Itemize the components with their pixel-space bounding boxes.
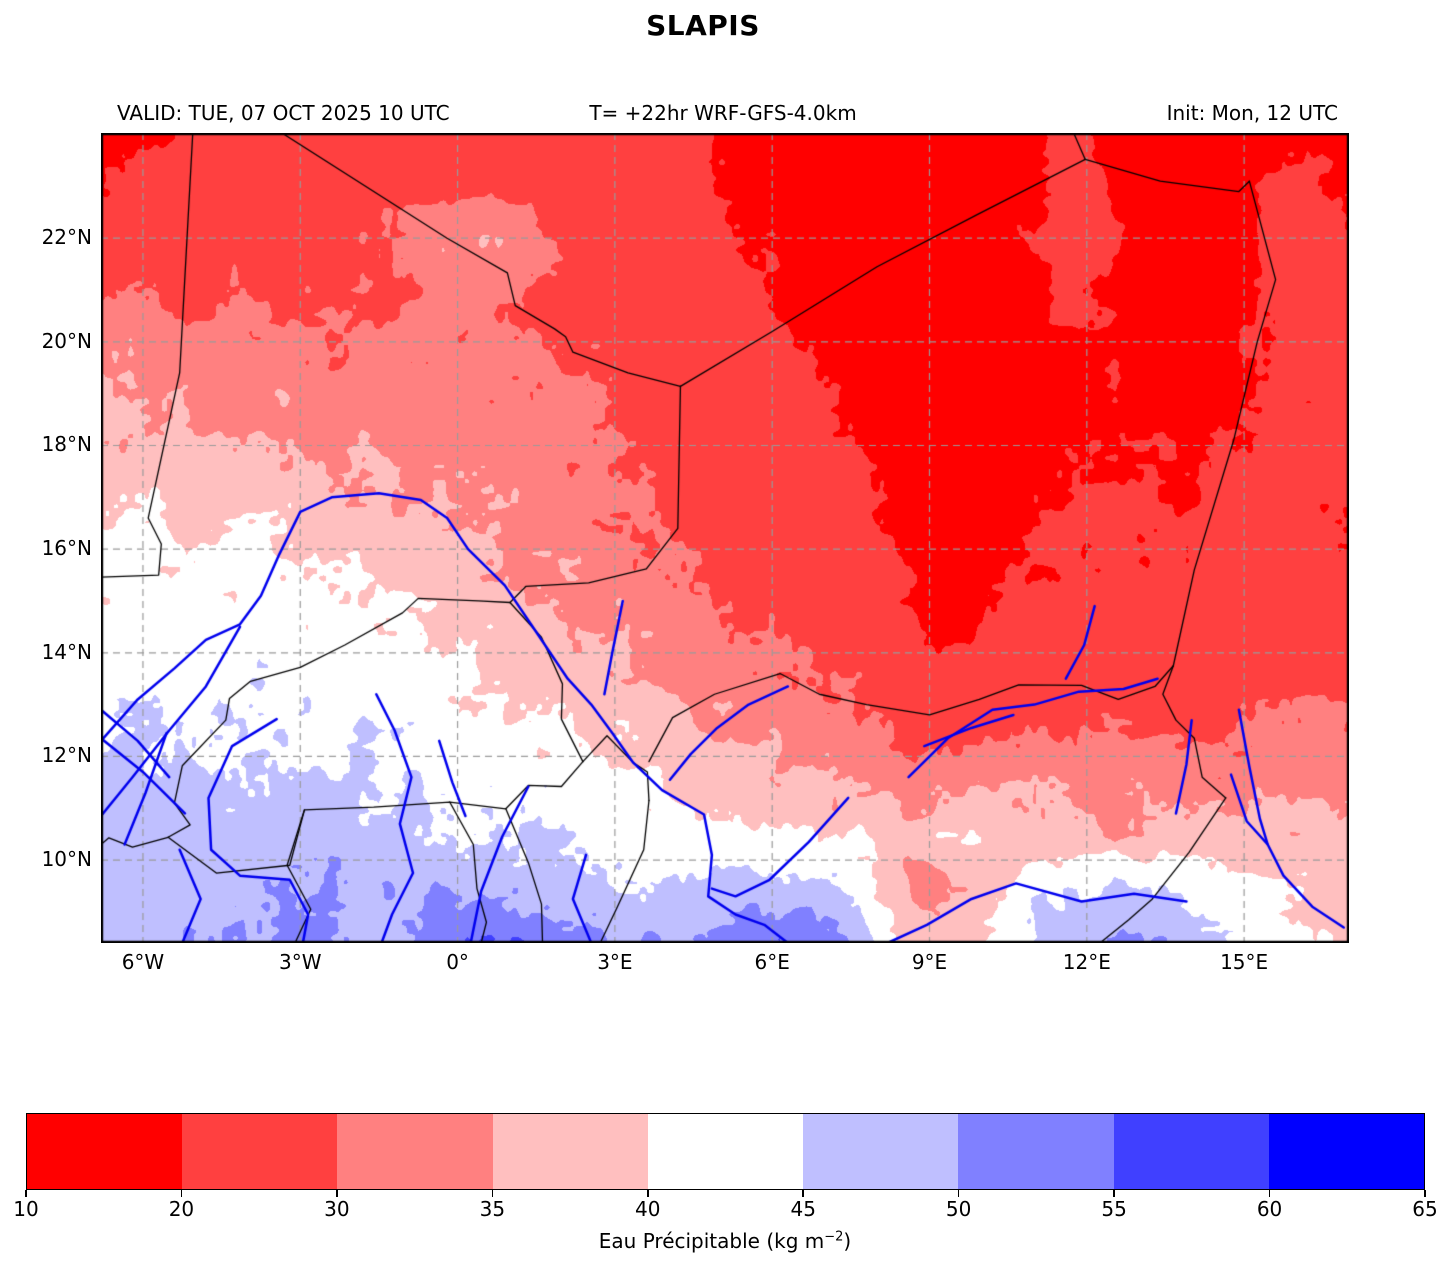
colorbar-label-exponent: −2 [824,1229,844,1245]
colorbar-tick-label: 40 [635,1197,661,1221]
y-tick-label: 10°N [41,847,92,872]
colorbar-axis-label: Eau Précipitable (kg m−2) [599,1229,851,1253]
x-tick-label: 15°E [1220,950,1269,974]
colorbar-tick-label: 65 [1412,1197,1438,1221]
x-tick-label: 0° [446,950,469,974]
colorbar-segment [1113,1114,1269,1189]
colorbar [26,1113,1425,1190]
colorbar-segment [27,1114,183,1189]
colorbar-tick-mark [25,1190,27,1197]
y-tick-label: 18°N [41,432,92,457]
colorbar-segment [958,1114,1114,1189]
colorbar-tick-mark [957,1190,960,1197]
colorbar-tick-mark [646,1190,649,1197]
y-tick-label: 12°N [41,743,92,768]
colorbar-tick-mark [1424,1190,1426,1197]
colorbar-tick-mark [180,1190,183,1197]
colorbar-segment [803,1114,959,1189]
colorbar-segment [337,1114,493,1189]
x-tick-label: 9°E [911,950,948,974]
page-title: SLAPIS [646,9,760,42]
colorbar-label-suffix: ) [843,1229,852,1253]
x-tick-label: 12°E [1062,950,1111,974]
init-time-label: Init: Mon, 12 UTC [1166,101,1338,125]
colorbar-tick-label: 20 [168,1197,195,1221]
y-tick-label: 14°N [41,639,92,664]
model-run-label: T= +22hr WRF-GFS-4.0km [589,101,857,125]
colorbar-tick-label: 35 [479,1197,506,1221]
colorbar-tick-label: 45 [790,1197,816,1221]
colorbar-tick-label: 50 [945,1197,972,1221]
colorbar-tick-mark [1268,1190,1271,1197]
colorbar-tick-label: 10 [13,1197,39,1221]
colorbar-tick-mark [1113,1190,1115,1197]
colorbar-tick-label: 30 [324,1197,350,1221]
colorbar-segment [647,1114,804,1189]
y-tick-label: 16°N [41,536,92,561]
colorbar-segment [1268,1114,1424,1189]
x-tick-label: 6°W [121,950,165,974]
x-tick-label: 6°E [754,950,790,974]
map-canvas [101,133,1349,943]
x-tick-label: 3°W [279,950,322,974]
colorbar-label-text: Eau Précipitable (kg m [598,1229,825,1253]
colorbar-segment [492,1114,648,1189]
colorbar-tick-label: 60 [1256,1197,1283,1221]
colorbar-tick-label: 55 [1101,1197,1127,1221]
colorbar-tick-mark [336,1190,338,1197]
valid-time-label: VALID: TUE, 07 OCT 2025 10 UTC [117,101,450,125]
colorbar-tick-mark [491,1190,494,1197]
x-tick-label: 3°E [597,950,633,974]
map-panel [101,133,1349,943]
y-tick-label: 20°N [41,328,92,353]
colorbar-segment [182,1114,338,1189]
colorbar-tick-mark [802,1190,805,1197]
y-tick-label: 22°N [41,225,92,250]
